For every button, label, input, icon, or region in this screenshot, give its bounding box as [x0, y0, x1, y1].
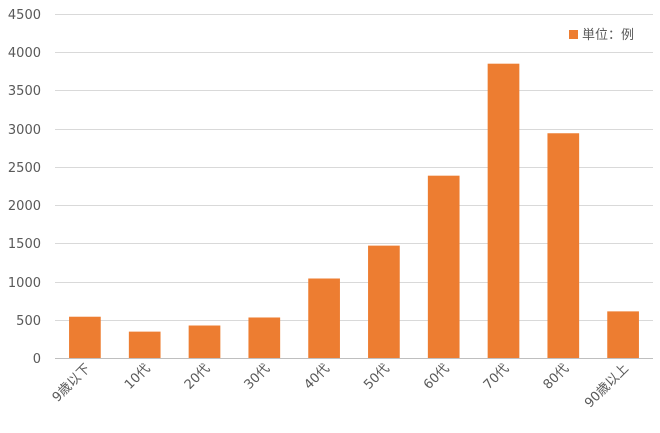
y-tick-label: 0 [33, 352, 41, 367]
x-tick-label: 20代 [182, 361, 213, 392]
x-tick-label: 50代 [361, 361, 392, 392]
y-tick-label: 4000 [8, 46, 41, 61]
bar [547, 133, 580, 358]
bar [128, 331, 161, 358]
bar [607, 311, 639, 358]
legend: 単位：例 [569, 27, 634, 43]
bar [69, 316, 101, 358]
gridlines [55, 14, 653, 359]
y-tick-label: 500 [16, 314, 41, 329]
bar [487, 63, 520, 358]
y-axis-ticks: 0 500 1000 1500 2000 2500 3000 3500 4000 4500 [8, 8, 41, 367]
x-tick-label: 40代 [301, 361, 332, 392]
y-tick-label: 3000 [8, 123, 41, 138]
x-tick-label: 80代 [541, 361, 572, 392]
y-tick-label: 4500 [8, 8, 41, 23]
legend-swatch [569, 30, 578, 39]
x-tick-label: 90歳以上 [582, 361, 632, 411]
y-tick-label: 3500 [8, 84, 41, 99]
y-tick-label: 1500 [8, 237, 41, 252]
bars [69, 63, 639, 358]
bar [427, 175, 460, 358]
bar [368, 245, 400, 358]
x-tick-label: 70代 [481, 361, 512, 392]
x-tick-label: 9歳以下 [50, 361, 94, 405]
y-tick-label: 2000 [8, 199, 41, 214]
x-tick-label: 10代 [122, 361, 153, 392]
bar [248, 317, 281, 358]
bar [188, 325, 221, 358]
x-tick-label: 60代 [421, 361, 452, 392]
x-tick-label: 30代 [242, 361, 273, 392]
x-axis-ticks: 9歳以下 10代 20代 30代 40代 50代 60代 70代 80代 90歳以上 [50, 361, 632, 411]
bar [308, 278, 340, 358]
y-tick-label: 2500 [8, 161, 41, 176]
y-tick-label: 1000 [8, 276, 41, 291]
legend-label: 単位：例 [582, 27, 634, 43]
